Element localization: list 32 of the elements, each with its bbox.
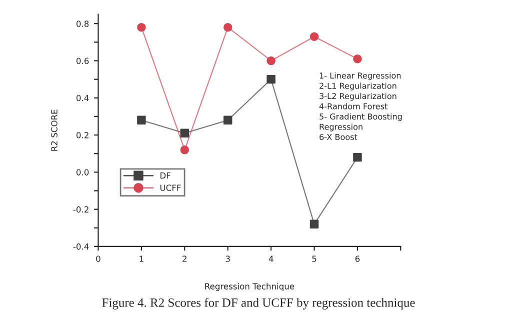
point bbox=[137, 22, 146, 32]
point bbox=[180, 146, 190, 154]
x-tick-label: 1 bbox=[140, 256, 144, 262]
legend-label: UCFF bbox=[160, 184, 181, 191]
point bbox=[310, 32, 319, 41]
y-tick-label: 0.2 bbox=[76, 132, 88, 138]
point bbox=[223, 116, 232, 125]
point bbox=[266, 74, 276, 84]
x-tick-label: 2 bbox=[182, 256, 186, 262]
y-tick-label: -0.4 bbox=[73, 243, 89, 250]
x-tick-label: 3 bbox=[226, 256, 230, 262]
y-tick-label: -0.2 bbox=[73, 206, 88, 213]
legend-label: DF bbox=[160, 172, 170, 179]
y-axis-title: R2 SCORE bbox=[51, 110, 58, 151]
x-tick-label: 6 bbox=[355, 256, 360, 262]
y-tick-label: 0.8 bbox=[76, 20, 89, 27]
point bbox=[310, 220, 319, 229]
caption: Figure 4. R2 Scores for DF and UCFF by regression technique bbox=[102, 298, 415, 310]
y-tick-label: 0.4 bbox=[76, 94, 89, 102]
point bbox=[180, 128, 190, 138]
point bbox=[353, 152, 362, 162]
annotation: 1- Linear Regression 2-L1 Regularization 3-L2 Regularization 4-Random Forest 5- Gradient Boosting Regression 6-X Boost bbox=[319, 72, 402, 140]
point bbox=[223, 22, 232, 32]
y-tick-label: 0.0 bbox=[76, 169, 89, 176]
point bbox=[266, 56, 276, 66]
x-tick-label: 4 bbox=[268, 256, 274, 262]
point bbox=[137, 116, 146, 125]
x-tick-label: 0 bbox=[96, 256, 100, 262]
point bbox=[353, 54, 362, 64]
x-tick-label: 5 bbox=[312, 256, 316, 262]
y-tick-label: 0.6 bbox=[76, 58, 89, 64]
x-axis-title: Regression Technique bbox=[205, 282, 294, 292]
